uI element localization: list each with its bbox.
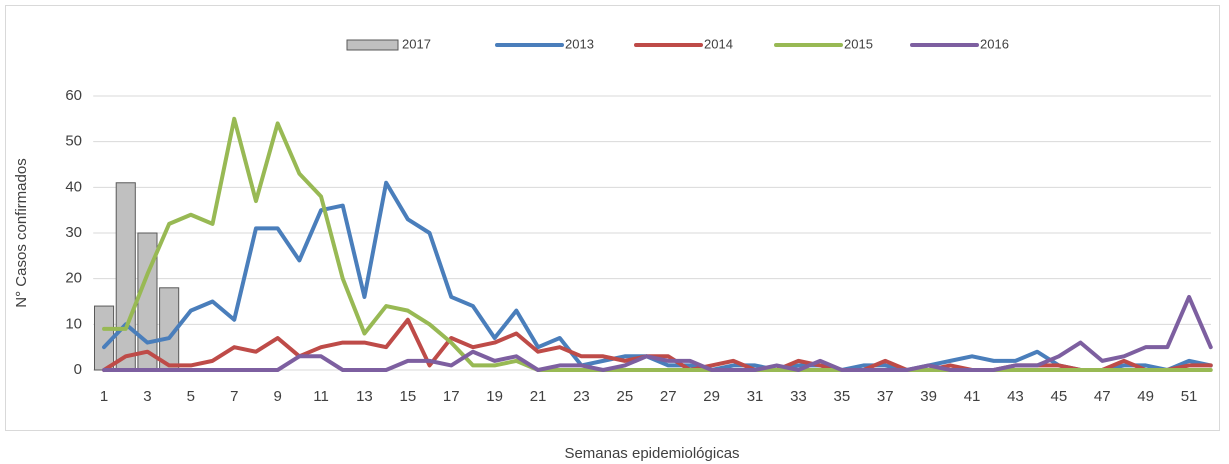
legend-label: 2016: [980, 36, 1009, 51]
legend-label: 2017: [402, 36, 431, 51]
legend-swatch: [346, 39, 399, 51]
x-tick-label: 45: [1051, 388, 1068, 405]
x-tick-label: 9: [273, 388, 281, 405]
x-tick-label: 29: [703, 388, 720, 405]
x-tick-label: 17: [443, 388, 460, 405]
y-tick-label: 20: [65, 270, 82, 287]
y-tick-label: 60: [65, 87, 82, 104]
x-tick-label: 15: [400, 388, 417, 405]
legend: 2017 2013 2014 2015 2016: [346, 36, 1009, 51]
x-tick-label: 35: [834, 388, 851, 405]
y-tick-label: 0: [74, 361, 82, 378]
x-tick-label: 51: [1181, 388, 1198, 405]
line-series: [102, 116, 1213, 372]
x-tick-label: 41: [964, 388, 981, 405]
y-tick-label: 40: [65, 178, 82, 195]
x-tick-label: 25: [617, 388, 634, 405]
legend-label: 2014: [704, 36, 733, 51]
x-tick-label: 47: [1094, 388, 1111, 405]
x-tick-label: 31: [747, 388, 764, 405]
x-tick-label: 33: [790, 388, 807, 405]
y-tick-label: 10: [65, 315, 82, 332]
x-tick-label: 43: [1007, 388, 1024, 405]
x-tick-label: 21: [530, 388, 547, 405]
x-tick-label: 7: [230, 388, 238, 405]
x-tick-label: 19: [486, 388, 503, 405]
x-tick-label: 23: [573, 388, 590, 405]
bar: [115, 182, 136, 371]
legend-label: 2015: [844, 36, 873, 51]
x-tick-label: 3: [143, 388, 151, 405]
y-tick-label: 30: [65, 224, 82, 241]
x-tick-label: 5: [187, 388, 195, 405]
x-tick-label: 37: [877, 388, 894, 405]
y-tick-label: 50: [65, 133, 82, 150]
line-series: [102, 180, 1213, 372]
x-tick-label: 39: [920, 388, 937, 405]
legend-label: 2013: [565, 36, 594, 51]
x-tick-label: 49: [1137, 388, 1154, 405]
line-series: [102, 294, 1213, 372]
bar: [137, 232, 158, 371]
x-tick-label: 13: [356, 388, 373, 405]
x-tick-label: 11: [313, 388, 329, 405]
x-axis-title: Semanas epidemiológicas: [564, 445, 739, 462]
x-tick-label: 1: [100, 388, 108, 405]
x-tick-label: 27: [660, 388, 677, 405]
y-axis-title: N° Casos confirmados: [13, 158, 30, 307]
